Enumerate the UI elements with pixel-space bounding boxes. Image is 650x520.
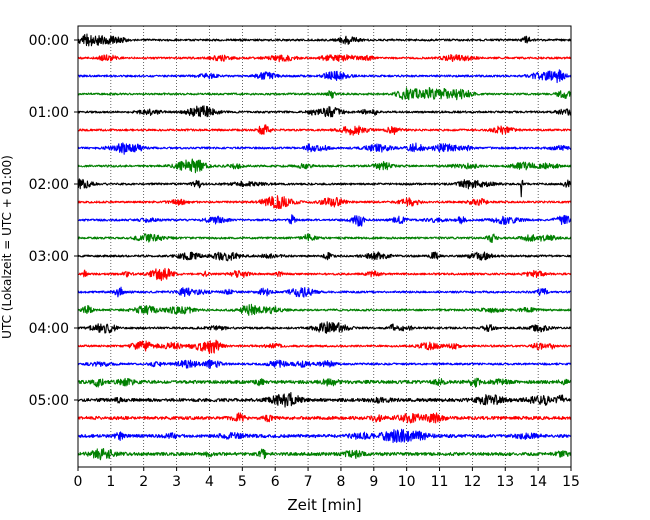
- x-tick-label: 14: [529, 474, 547, 490]
- trace-0345: [77, 303, 572, 316]
- trace-0245: [77, 233, 572, 243]
- trace-0515: [77, 412, 572, 424]
- x-tick-label: 12: [463, 474, 481, 490]
- y-tick-label: 04:00: [29, 321, 69, 337]
- trace-0415: [77, 339, 572, 355]
- x-tick-label: 11: [431, 474, 449, 490]
- trace-0130: [77, 142, 572, 155]
- trace-0530: [77, 428, 572, 444]
- trace-0030: [77, 69, 572, 84]
- y-axis-ticks: 00:00 01:00 02:00 03:00 04:00 05:00: [29, 33, 78, 409]
- trace-0000: [77, 33, 572, 47]
- trace-0330: [77, 286, 572, 298]
- trace-0145: [77, 158, 572, 174]
- y-tick-label: 02:00: [29, 177, 69, 193]
- x-tick-label: 0: [74, 474, 83, 490]
- x-tick-label: 13: [496, 474, 514, 490]
- y-tick-label: 03:00: [29, 249, 69, 265]
- traces: [77, 33, 572, 461]
- x-tick-label: 1: [106, 474, 115, 490]
- x-tick-label: 2: [139, 474, 148, 490]
- trace-0015: [77, 53, 572, 63]
- trace-0445: [77, 377, 572, 388]
- x-tick-label: 10: [398, 474, 416, 490]
- x-tick-label: 7: [304, 474, 313, 490]
- x-tick-label: 8: [336, 474, 345, 490]
- x-tick-label: 5: [238, 474, 247, 490]
- x-axis-label: Zeit [min]: [287, 496, 361, 514]
- y-tick-label: 05:00: [29, 393, 69, 409]
- trace-0315: [77, 267, 572, 282]
- x-tick-label: 4: [205, 474, 214, 490]
- x-tick-label: 9: [369, 474, 378, 490]
- trace-0400: [77, 321, 572, 334]
- plot-background: [78, 26, 571, 467]
- y-axis-label: UTC (Lokalzeit = UTC + 01:00): [0, 155, 14, 339]
- x-tick-label: 6: [271, 474, 280, 490]
- x-tick-label: 3: [172, 474, 181, 490]
- trace-0045: [77, 86, 572, 101]
- trace-0215: [77, 195, 572, 210]
- x-tick-label: 15: [562, 474, 580, 490]
- trace-0500: [77, 391, 572, 408]
- trace-0430: [77, 359, 572, 369]
- plot-frame: [77, 25, 572, 468]
- y-tick-label: 01:00: [29, 105, 69, 121]
- trace-0545: [77, 448, 572, 461]
- trace-0300: [77, 251, 572, 262]
- trace-0230: [77, 214, 572, 227]
- y-tick-label: 00:00: [29, 33, 69, 49]
- trace-0115: [77, 124, 572, 136]
- trace-0200: [77, 178, 572, 198]
- trace-0100: [77, 105, 572, 118]
- x-axis-ticks: 0 1 2 3 4 5 6 7 8 9 10 11 12 13 14 15: [74, 467, 580, 490]
